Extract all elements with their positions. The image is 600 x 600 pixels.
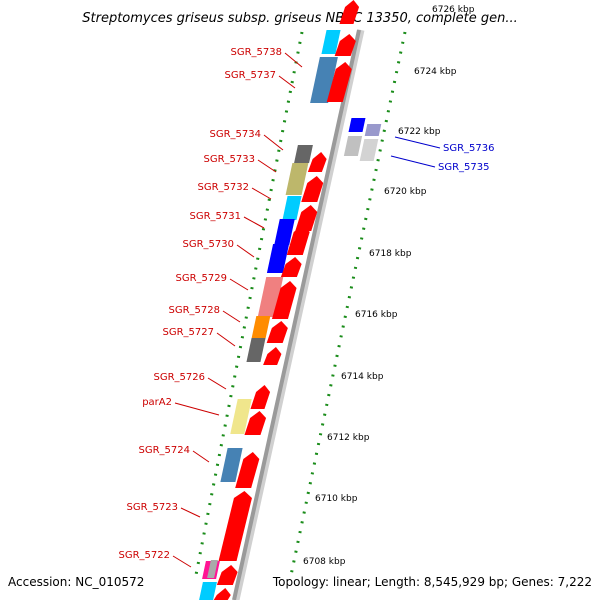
forward-gene-arrow[interactable] — [339, 0, 360, 24]
forward-gene-arrow[interactable] — [271, 281, 298, 319]
gene-box-sgr-5734[interactable] — [294, 145, 313, 163]
gene-label-sgr-5737[interactable]: SGR_5737 — [225, 70, 277, 81]
scale-tick-label: 6726 kbp — [432, 5, 475, 15]
gene-leader-line — [278, 75, 296, 89]
gene-label-sgr-5728[interactable]: SGR_5728 — [169, 305, 221, 316]
gene-label-sgr-5734[interactable]: SGR_5734 — [210, 129, 262, 140]
gene-box-sgr-5728[interactable] — [251, 316, 271, 338]
gene-box-sgr-5738[interactable] — [321, 30, 341, 54]
gene-box-sgr-5735[interactable] — [343, 136, 363, 156]
gene-label-sgr-5729[interactable]: SGR_5729 — [176, 273, 228, 284]
forward-gene-arrow[interactable] — [216, 565, 239, 585]
forward-strand-arrows — [213, 0, 360, 600]
gene-label-sgr-5731[interactable]: SGR_5731 — [190, 211, 242, 222]
scale-tick-label: 6722 kbp — [398, 127, 441, 137]
chromosome-backbone — [232, 29, 361, 600]
forward-gene-arrow[interactable] — [286, 225, 311, 255]
gene-label-sgr-5727[interactable]: SGR_5727 — [163, 327, 215, 338]
gene-leader-line — [216, 332, 236, 347]
gene-leader-line — [180, 507, 201, 518]
gene-leader-line — [174, 402, 220, 416]
gene-box-sgr-5737[interactable] — [310, 57, 338, 103]
gene-label-sgr-5738[interactable]: SGR_5738 — [231, 47, 283, 58]
gene-box-unlabeled — [364, 124, 382, 136]
gene-leader-line — [222, 310, 241, 323]
gene-box-sgr-5730[interactable] — [266, 244, 290, 273]
gene-leader-line — [236, 244, 255, 258]
topology-summary: Topology: linear; Length: 8,545,929 bp; … — [272, 575, 592, 589]
gene-leader-line — [394, 136, 441, 149]
right-gene-features: SGR_5736 SGR_5735 — [343, 118, 495, 173]
gene-label-sgr-5723[interactable]: SGR_5723 — [127, 502, 179, 513]
gene-box-sgr-5727[interactable] — [246, 338, 266, 362]
gene-box-sgr-5732[interactable] — [282, 196, 302, 220]
gene-box-sgr-5736[interactable] — [348, 118, 366, 132]
gene-leader-line — [257, 159, 277, 173]
scale-tick-label: 6714 kbp — [341, 372, 384, 382]
gene-box-sgr-5724[interactable] — [220, 448, 243, 482]
gene-label-sgr-5732[interactable]: SGR_5732 — [198, 182, 250, 193]
map-title: Streptomyces griseus subsp. griseus NBRC… — [82, 11, 517, 26]
gene-leader-line — [390, 155, 436, 168]
scale-tick-label: 6718 kbp — [369, 249, 412, 259]
scale-tick-label: 6712 kbp — [327, 433, 370, 443]
forward-gene-arrow[interactable] — [295, 205, 319, 231]
gene-label-sgr-5735[interactable]: SGR_5735 — [438, 162, 490, 173]
forward-gene-arrow[interactable] — [213, 588, 233, 600]
scale-ticks: 6726 kbp 6724 kbp 6722 kbp 6720 kbp 6718 kbp… — [303, 5, 475, 567]
gene-box-unlabeled — [199, 582, 217, 600]
scale-tick-label: 6710 kbp — [315, 494, 358, 504]
gene-leader-line — [243, 216, 265, 229]
gene-leader-line — [192, 450, 210, 463]
forward-gene-arrow[interactable] — [301, 176, 325, 202]
scale-tick-label: 6716 kbp — [355, 310, 398, 320]
forward-gene-arrow[interactable] — [280, 257, 303, 277]
scale-tick-label: 6708 kbp — [303, 557, 346, 567]
left-gene-features: SGR_5738 SGR_5737 SGR_5734 SGR_5733 SGR_5732… — [119, 30, 341, 600]
gene-label-sgr-5724[interactable]: SGR_5724 — [139, 445, 191, 456]
forward-gene-arrow[interactable] — [244, 411, 267, 435]
forward-gene-arrow[interactable] — [307, 152, 328, 172]
gene-label-sgr-5730[interactable]: SGR_5730 — [183, 239, 235, 250]
gene-leader-line — [251, 187, 272, 200]
scale-tick-label: 6720 kbp — [384, 187, 427, 197]
accession-label: Accession: NC_010572 — [8, 575, 144, 589]
forward-gene-arrow[interactable] — [266, 321, 290, 343]
forward-gene-arrow[interactable] — [334, 34, 358, 56]
gene-box-sgr-5729[interactable] — [257, 277, 284, 317]
forward-gene-arrow[interactable] — [326, 62, 354, 102]
forward-gene-arrow[interactable] — [263, 347, 283, 365]
gene-label-sgr-5722[interactable]: SGR_5722 — [119, 550, 171, 561]
gene-box-sgr-5731[interactable] — [274, 219, 295, 245]
gene-leader-line — [263, 134, 284, 151]
scale-tick-label: 6724 kbp — [414, 67, 457, 77]
gene-box-sgr-5733[interactable] — [285, 163, 309, 195]
gene-box-unlabeled — [359, 139, 379, 161]
forward-gene-arrow[interactable] — [250, 385, 271, 409]
gene-leader-line — [172, 555, 192, 568]
gene-box-para2[interactable] — [230, 399, 252, 434]
gene-leader-line — [207, 377, 227, 390]
forward-gene-arrow[interactable] — [235, 452, 261, 488]
gene-label-sgr-5733[interactable]: SGR_5733 — [204, 154, 256, 165]
gene-label-sgr-5736[interactable]: SGR_5736 — [443, 143, 495, 154]
gene-leader-line — [229, 278, 249, 291]
forward-gene-arrow[interactable] — [218, 491, 254, 561]
gene-box-unlabeled — [207, 560, 218, 578]
gene-leader-line — [284, 52, 303, 68]
gene-label-para2[interactable]: parA2 — [142, 397, 172, 408]
gene-label-sgr-5726[interactable]: SGR_5726 — [154, 372, 206, 383]
